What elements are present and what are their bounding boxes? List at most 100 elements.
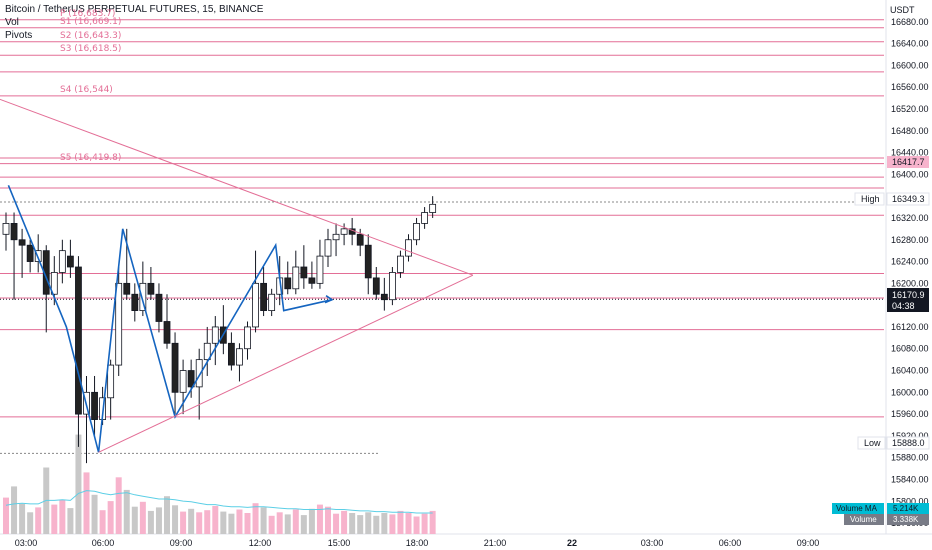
price-tick-label: 15880.00: [891, 453, 929, 463]
volume-bar: [397, 510, 404, 534]
price-tick-label: 16120.00: [891, 322, 929, 332]
volume-ma-label-box: [832, 503, 884, 514]
candle-body[interactable]: [179, 370, 187, 393]
candle-body[interactable]: [155, 293, 163, 322]
volume-ma-line: [5, 490, 433, 514]
indicator-pivots-label[interactable]: Pivots: [5, 30, 33, 41]
volume-bar: [212, 506, 219, 534]
candle-body[interactable]: [123, 282, 131, 295]
candle-body[interactable]: [147, 282, 155, 295]
candle-body[interactable]: [163, 321, 171, 344]
volume-bars: [3, 434, 436, 534]
candle-body[interactable]: [171, 342, 179, 393]
candle-body[interactable]: [67, 255, 74, 268]
candle-body[interactable]: [356, 233, 364, 246]
candle-body[interactable]: [18, 239, 26, 246]
candle-body[interactable]: [380, 293, 388, 301]
candle-body[interactable]: [58, 250, 66, 273]
symbol-title[interactable]: Bitcoin / TetherUS PERPETUAL FUTURES, 15…: [5, 4, 264, 15]
candle-body[interactable]: [236, 348, 243, 366]
candle-body[interactable]: [421, 212, 429, 224]
volume-bar: [381, 513, 388, 534]
volume-bar: [325, 506, 331, 534]
candle-body[interactable]: [397, 255, 404, 273]
volume-bar: [349, 513, 356, 534]
pivot-label: S3 (16,618.5): [60, 44, 122, 55]
triangle-upper-line[interactable]: [0, 93, 474, 276]
candle-body[interactable]: [268, 293, 276, 311]
volume-bar: [365, 512, 372, 534]
volume-bar: [139, 501, 146, 534]
volume-label: Volume: [850, 515, 877, 524]
price-tick-label: 16000.00: [891, 387, 929, 397]
candle-body[interactable]: [324, 239, 332, 257]
candle-body[interactable]: [332, 233, 340, 241]
volume-bar: [389, 514, 396, 534]
candle-body[interactable]: [292, 266, 300, 290]
volume-bar: [316, 504, 323, 534]
volume-bar: [67, 508, 74, 534]
candle-body[interactable]: [340, 228, 348, 235]
candle-body[interactable]: [364, 244, 372, 279]
volume-bar: [268, 515, 275, 534]
candle-body[interactable]: [2, 223, 10, 235]
candle-body[interactable]: [252, 282, 259, 328]
candle-body[interactable]: [405, 239, 412, 257]
candle-body[interactable]: [429, 203, 437, 213]
candle-body[interactable]: [316, 255, 324, 284]
candle-body[interactable]: [244, 326, 251, 350]
time-tick-label: 22: [567, 538, 577, 548]
low-label-box: [857, 436, 886, 450]
candle-body[interactable]: [211, 326, 219, 344]
candle-body[interactable]: [372, 277, 380, 295]
candle-body[interactable]: [26, 244, 34, 262]
current-price-badge: [887, 288, 929, 312]
candle-body[interactable]: [300, 266, 308, 279]
high-label-box: [854, 192, 885, 206]
volume-bar: [204, 510, 211, 534]
candle-body[interactable]: [107, 364, 115, 399]
price-axis[interactable]: 16680.00 16640.00 16600.00 16560.00 16520.00…: [891, 17, 929, 528]
high-badge: [886, 192, 930, 206]
volume-bar: [155, 507, 162, 534]
candle-body[interactable]: [187, 370, 195, 388]
low-badge: [886, 436, 930, 450]
candle-body[interactable]: [388, 272, 396, 301]
time-tick-label: 12:00: [249, 538, 272, 548]
volume-bar: [228, 513, 235, 534]
price-tick-label: 16560.00: [891, 82, 929, 92]
indicator-vol-label[interactable]: Vol: [5, 17, 19, 28]
volume-bar: [341, 510, 348, 534]
candle-body[interactable]: [260, 282, 268, 311]
candle-body[interactable]: [131, 293, 139, 311]
volume-bar: [59, 499, 66, 534]
candle-body[interactable]: [227, 342, 235, 366]
time-tick-label: 03:00: [641, 538, 664, 548]
volume-bar: [196, 512, 203, 534]
candles[interactable]: [2, 196, 437, 464]
price-tick-label: 15920.00: [891, 431, 929, 441]
candle-body[interactable]: [413, 223, 420, 241]
trend-drawings[interactable]: [0, 93, 474, 453]
currency-label: USDT: [890, 5, 915, 15]
time-tick-label: 21:00: [484, 538, 507, 548]
candle-body[interactable]: [10, 223, 18, 241]
time-axis[interactable]: 03:00 06:00 09:00 12:00 15:00 18:00 21:00 22 03:…: [15, 538, 820, 548]
volume-bar: [172, 505, 179, 534]
candle-body[interactable]: [139, 282, 147, 311]
zigzag-trendline[interactable]: [7, 184, 333, 453]
candle-body[interactable]: [284, 277, 292, 290]
volume-bar: [421, 513, 428, 534]
candle-body[interactable]: [195, 359, 203, 388]
price-tick-label: 15840.00: [891, 475, 929, 485]
candle-body[interactable]: [50, 272, 58, 295]
candle-body[interactable]: [308, 277, 316, 284]
candle-body[interactable]: [203, 342, 211, 361]
volume-ma-value: 5.214K: [893, 504, 919, 513]
candle-body[interactable]: [75, 266, 82, 415]
volume-bar: [236, 509, 243, 534]
triangle-lower-line[interactable]: [98, 274, 474, 453]
candle-body[interactable]: [91, 391, 98, 420]
candle-body[interactable]: [115, 282, 123, 366]
